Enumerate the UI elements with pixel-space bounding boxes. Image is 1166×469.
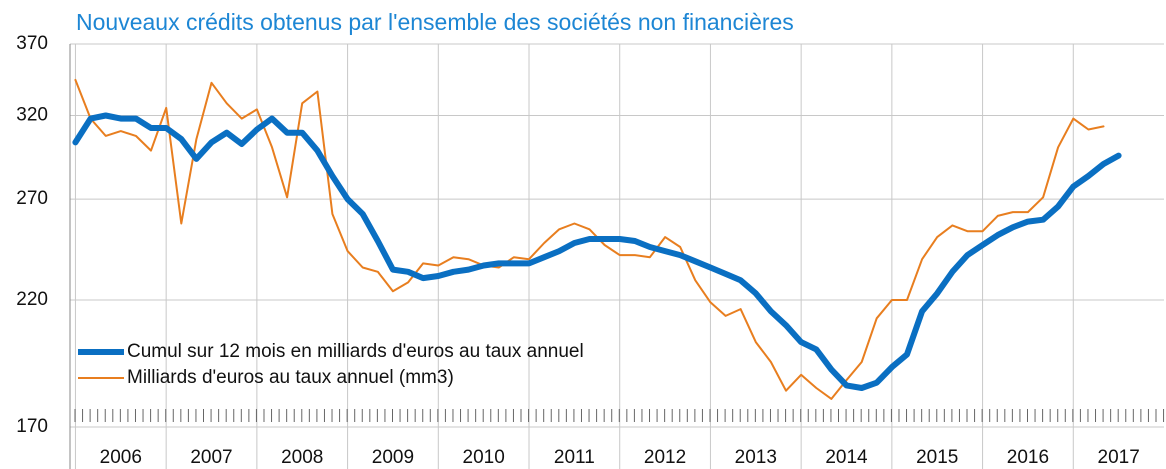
x-tick-label: 2015 [916, 447, 958, 468]
x-tick-label: 2007 [190, 447, 232, 468]
legend-label: Milliards d'euros au taux annuel (mm3) [127, 367, 454, 388]
x-tick-label: 2008 [281, 447, 323, 468]
y-tick-label: 370 [16, 33, 48, 54]
x-tick-label: 2014 [825, 447, 868, 468]
minor-ticks [74, 409, 1165, 422]
line-series [72, 112, 1122, 391]
x-tick-label: 2013 [735, 447, 777, 468]
x-tick-label: 2011 [554, 447, 595, 468]
x-tick-label: 2009 [372, 447, 414, 468]
y-tick-label: 220 [16, 289, 48, 310]
chart-title: Nouveaux crédits obtenus par l'ensemble … [76, 9, 794, 35]
x-tick-label: 2006 [100, 447, 142, 468]
line-series [74, 78, 1105, 400]
x-tick-label: 2016 [1007, 447, 1049, 468]
y-tick-label: 320 [16, 105, 48, 126]
x-tick-label: 2017 [1098, 447, 1140, 468]
y-tick-label: 170 [16, 416, 48, 437]
x-tick-label: 2010 [463, 447, 505, 468]
x-tick-label: 2012 [644, 447, 686, 468]
y-tick-label: 270 [16, 188, 48, 209]
legend-label: Cumul sur 12 mois en milliards d'euros a… [127, 341, 584, 362]
